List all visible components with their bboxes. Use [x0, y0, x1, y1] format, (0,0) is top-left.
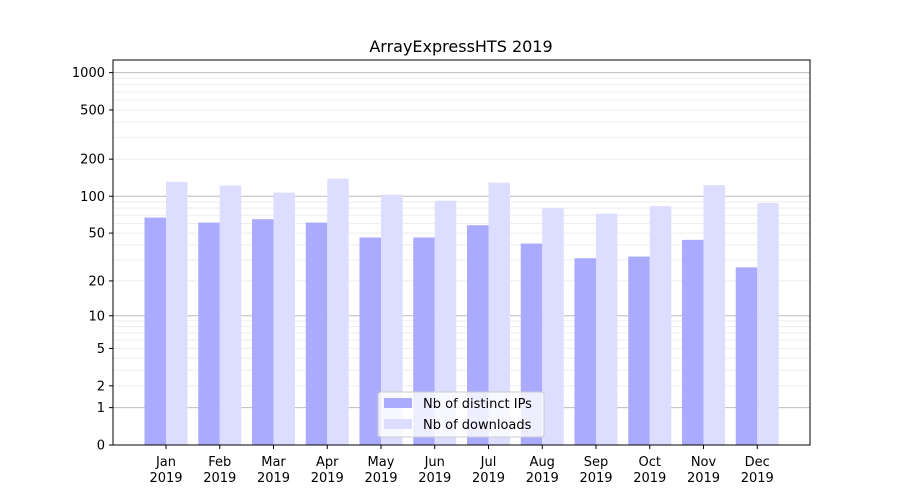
legend: Nb of distinct IPs Nb of downloads	[377, 391, 545, 438]
bar-distinct-ips	[198, 222, 220, 445]
y-tick-label: 5	[97, 342, 105, 357]
bar-distinct-ips	[628, 256, 650, 445]
x-tick-label: 2019	[364, 471, 397, 486]
x-tick-label: Nov	[691, 455, 717, 470]
legend-label: Nb of downloads	[423, 418, 532, 433]
bar-downloads	[596, 213, 618, 445]
x-tick-label: 2019	[687, 471, 720, 486]
x-tick-label: Jan	[155, 455, 176, 470]
y-tick-label: 1	[97, 401, 105, 416]
bar-distinct-ips	[144, 217, 166, 445]
bar-distinct-ips	[305, 222, 328, 445]
legend-label: Nb of distinct IPs	[423, 397, 532, 412]
legend-swatch	[384, 419, 412, 429]
bar-downloads	[327, 178, 349, 445]
x-tick-label: 2019	[203, 471, 236, 486]
bar-downloads	[488, 182, 510, 445]
bar-distinct-ips	[359, 237, 381, 445]
y-tick-label: 100	[80, 190, 105, 205]
bar-downloads	[273, 192, 295, 445]
x-tick-label: 2019	[418, 471, 451, 486]
bar-downloads	[649, 206, 672, 445]
x-tick-label: Mar	[261, 455, 286, 470]
bar-distinct-ips	[682, 239, 704, 445]
bar-downloads	[219, 185, 242, 446]
x-tick-label: Apr	[316, 455, 339, 470]
x-tick-label: 2019	[741, 471, 774, 486]
x-tick-label: 2019	[257, 471, 290, 486]
bar-downloads	[542, 208, 564, 445]
x-tick-label: 2019	[526, 471, 559, 486]
x-tick-label: 2019	[149, 471, 182, 486]
x-tick-label: Aug	[530, 455, 555, 470]
bar-downloads	[757, 203, 779, 445]
y-tick-label: 0	[97, 439, 105, 454]
y-tick-label: 1000	[72, 66, 105, 81]
bars	[144, 178, 779, 446]
x-tick-label: Sep	[584, 455, 609, 470]
y-axis: 0 1 2 5 10 20 50 100 200 500 1000	[72, 66, 113, 454]
x-tick-label: Jul	[480, 455, 497, 470]
y-tick-label: 500	[80, 103, 105, 118]
bar-downloads	[703, 185, 725, 446]
bar-distinct-ips	[574, 258, 596, 445]
x-tick-label: Dec	[745, 455, 770, 470]
x-tick-label: Oct	[639, 455, 661, 470]
y-tick-label: 50	[88, 227, 105, 242]
bar-distinct-ips	[467, 225, 489, 445]
x-tick-label: Jun	[424, 455, 445, 470]
plot-frame	[112, 59, 811, 446]
x-tick-label: 2019	[472, 471, 505, 486]
chart-title: ArrayExpressHTS 2019	[369, 37, 552, 56]
bar-distinct-ips	[252, 219, 274, 445]
y-tick-label: 2	[97, 379, 105, 394]
x-tick-label: 2019	[579, 471, 612, 486]
x-tick-label: May	[368, 455, 395, 470]
bar-downloads	[166, 181, 188, 445]
x-tick-label: 2019	[311, 471, 344, 486]
bar-distinct-ips	[735, 267, 758, 445]
x-tick-label: Feb	[208, 455, 231, 470]
legend-swatch	[384, 398, 412, 408]
x-axis: Jan2019Feb2019Mar2019Apr2019May2019Jun20…	[149, 445, 774, 486]
bar-downloads	[381, 194, 403, 445]
y-tick-label: 10	[88, 309, 105, 324]
bar-downloads	[434, 200, 457, 445]
y-tick-label: 20	[88, 274, 105, 289]
legend-box	[377, 391, 545, 438]
y-tick-label: 200	[80, 153, 105, 168]
x-tick-label: 2019	[633, 471, 666, 486]
